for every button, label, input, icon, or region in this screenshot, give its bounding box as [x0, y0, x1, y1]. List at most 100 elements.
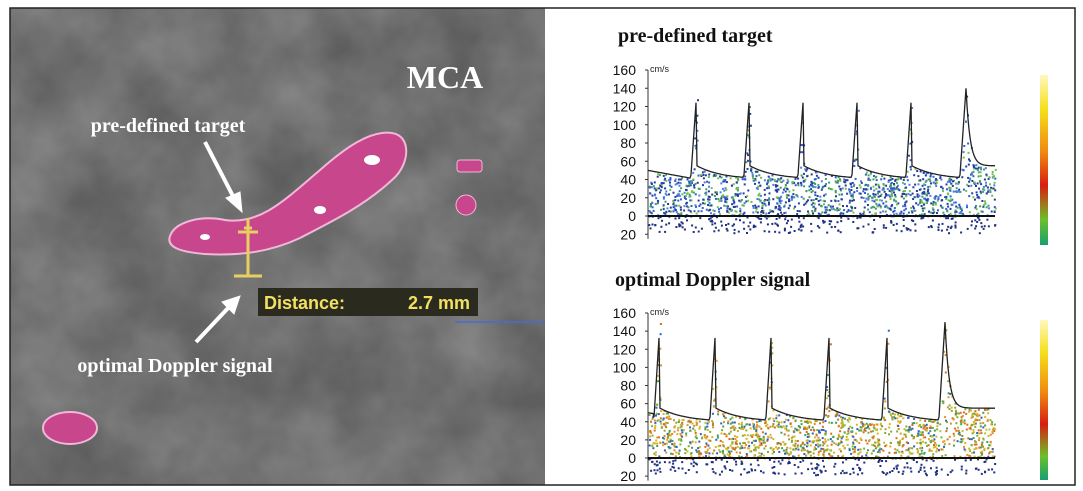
spectral-dot: [788, 435, 790, 437]
spectral-dot: [811, 199, 813, 201]
spectral-dot: [950, 183, 952, 185]
spectral-dot: [746, 152, 748, 154]
spectral-dot: [759, 442, 761, 444]
spectral-dot: [730, 450, 732, 452]
spectral-dot: [927, 189, 929, 191]
spectral-dot: [833, 452, 835, 454]
spectral-dot: [752, 212, 754, 214]
spectral-dot: [965, 459, 967, 461]
spectral-dot: [786, 195, 788, 197]
spectral-dot: [890, 413, 892, 415]
spectral-dot: [947, 203, 949, 205]
spectral-dot: [801, 472, 803, 474]
spectral-dot: [663, 198, 665, 200]
spectral-dot: [695, 441, 697, 443]
spectral-dot: [808, 213, 810, 215]
spectral-dot: [905, 426, 907, 428]
spectral-dot: [962, 430, 964, 432]
spectral-dot: [815, 198, 817, 200]
spectral-dot: [875, 212, 877, 214]
spectral-dot: [974, 426, 976, 428]
spectral-dot: [698, 441, 700, 443]
spectral-dot: [980, 175, 982, 177]
spectral-dot: [656, 443, 658, 445]
spectral-dot: [791, 181, 793, 183]
spectral-dot: [962, 213, 964, 215]
spectral-dot: [720, 197, 722, 199]
spectral-dot: [720, 221, 722, 223]
spectral-dot: [926, 424, 928, 426]
spectral-dot: [985, 167, 987, 169]
spectral-dot: [674, 431, 676, 433]
spectral-dot: [896, 188, 898, 190]
y-tick-label: 160: [613, 305, 637, 321]
spectral-dot: [676, 433, 678, 435]
spectral-dot: [705, 455, 707, 457]
spectral-dot: [722, 426, 724, 428]
spectral-dot: [936, 182, 938, 184]
spectral-dot: [691, 447, 693, 449]
spectral-dot: [685, 189, 687, 191]
spectral-dot: [844, 181, 846, 183]
spectral-dot: [731, 417, 733, 419]
spectral-dot: [902, 417, 904, 419]
spectral-dot: [657, 380, 659, 382]
spectral-dot: [650, 470, 652, 472]
spectral-dot: [903, 428, 905, 430]
spectral-dot: [776, 196, 778, 198]
spectral-dot: [736, 436, 738, 438]
spectral-dot: [656, 445, 658, 447]
spectral-dot: [752, 434, 754, 436]
spectral-dot: [777, 213, 779, 215]
spectral-dot: [800, 420, 802, 422]
spectral-dot: [785, 419, 787, 421]
spectral-dot: [837, 419, 839, 421]
spectral-dot: [914, 184, 916, 186]
spectral-dot: [980, 222, 982, 224]
spectral-dot: [850, 195, 852, 197]
spectral-dot: [848, 428, 850, 430]
spectral-dot: [649, 414, 651, 416]
spectral-dot: [747, 190, 749, 192]
spectral-dot: [734, 422, 736, 424]
spectral-dot: [793, 431, 795, 433]
spectral-dot: [954, 459, 956, 461]
spectral-dot: [851, 427, 853, 429]
spectral-dot: [660, 410, 662, 412]
spectral-dot: [694, 210, 696, 212]
spectral-dot: [837, 444, 839, 446]
spectral-dot: [756, 421, 758, 423]
spectral-dot: [720, 440, 722, 442]
spectral-dot: [954, 407, 956, 409]
spectral-dot: [784, 421, 786, 423]
spectral-dot: [852, 197, 854, 199]
spectral-dot: [878, 204, 880, 206]
spectral-dot: [760, 470, 762, 472]
spectral-dot: [704, 428, 706, 430]
spectral-dot: [872, 178, 874, 180]
spectral-dot: [904, 183, 906, 185]
spectral-dot: [806, 175, 808, 177]
spectral-dot: [809, 196, 811, 198]
spectral-dot: [947, 380, 949, 382]
spectral-dot: [711, 420, 713, 422]
spectral-dot: [860, 448, 862, 450]
spectral-dot: [696, 437, 698, 439]
spectral-dot: [778, 442, 780, 444]
spectral-dot: [698, 200, 700, 202]
spectral-dot: [724, 433, 726, 435]
spectral-dot: [767, 436, 769, 438]
spectral-dot: [691, 225, 693, 227]
spectral-dot: [674, 199, 676, 201]
spectral-dot: [840, 422, 842, 424]
spectral-dot: [683, 429, 685, 431]
spectral-dot: [756, 175, 758, 177]
spectral-dot: [956, 187, 958, 189]
spectral-dot: [757, 446, 759, 448]
spectral-dot: [708, 186, 710, 188]
spectral-dot: [676, 211, 678, 213]
spectral-dot: [743, 468, 745, 470]
spectral-dot: [789, 462, 791, 464]
spectral-dot: [835, 443, 837, 445]
spectral-dot: [900, 455, 902, 457]
